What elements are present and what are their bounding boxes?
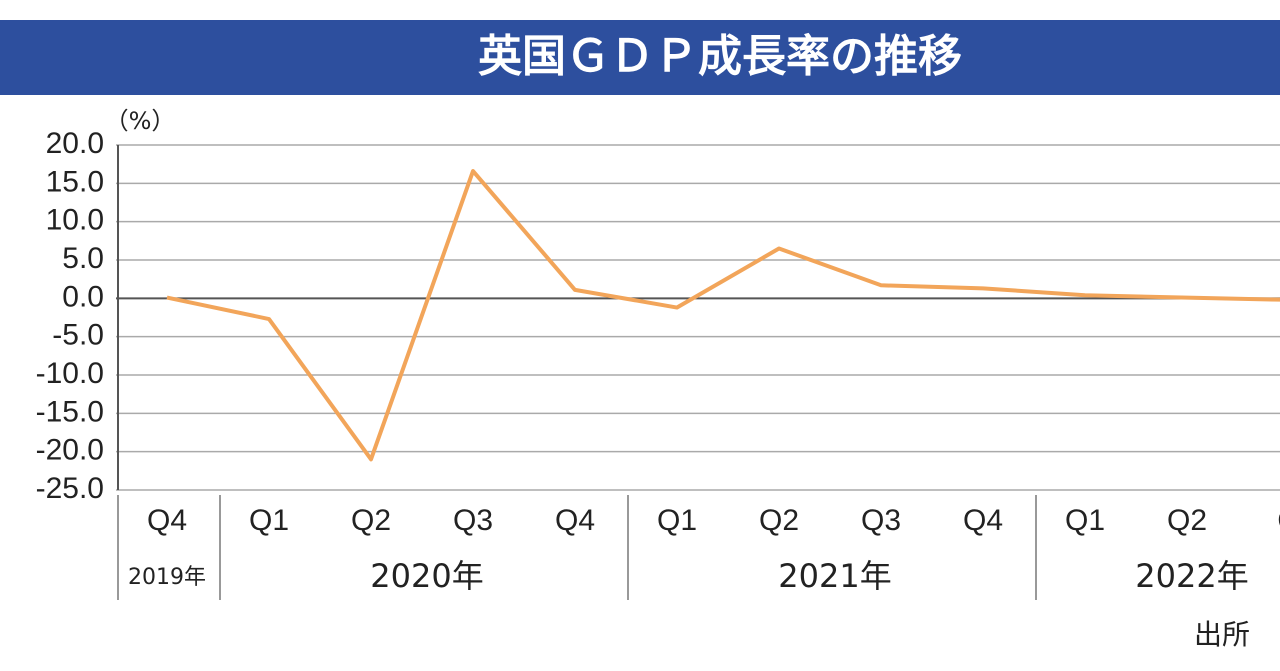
x-tick-label: Q1 <box>249 504 289 537</box>
year-label: 2021年 <box>778 557 891 595</box>
y-tick-label: 0.0 <box>62 280 104 313</box>
y-unit: （%） <box>105 107 176 135</box>
x-tick-label: Q3 <box>453 504 493 537</box>
y-tick-label: -10.0 <box>36 357 104 390</box>
x-tick-label: Q4 <box>147 504 187 537</box>
x-tick-label: Q1 <box>657 504 697 537</box>
x-tick-label: Q4 <box>555 504 595 537</box>
x-tick-label: Q4 <box>963 504 1003 537</box>
x-tick-label: Q2 <box>759 504 799 537</box>
x-tick-label: Q2 <box>351 504 391 537</box>
y-tick-label: -15.0 <box>36 395 104 428</box>
y-tick-label: -5.0 <box>52 319 104 352</box>
x-tick-label: Q <box>1277 504 1280 537</box>
title-bar <box>0 20 1280 95</box>
x-tick-label: Q2 <box>1167 504 1207 537</box>
data-line <box>166 169 1280 462</box>
chart-title: 英国ＧＤＰ成長率の推移 <box>478 31 962 82</box>
y-tick-label: -25.0 <box>36 472 104 505</box>
y-tick-label: 20.0 <box>46 127 104 160</box>
x-tick-label: Q3 <box>861 504 901 537</box>
y-tick-label: 15.0 <box>46 165 104 198</box>
source-label: 出所 <box>1194 618 1250 651</box>
year-label: 2022年 <box>1135 557 1248 595</box>
y-tick-label: -20.0 <box>36 434 104 467</box>
year-label: 2019年 <box>128 565 206 590</box>
x-tick-label: Q1 <box>1065 504 1105 537</box>
y-tick-label: 5.0 <box>62 242 104 275</box>
y-tick-label: 10.0 <box>46 204 104 237</box>
year-label: 2020年 <box>370 557 483 595</box>
